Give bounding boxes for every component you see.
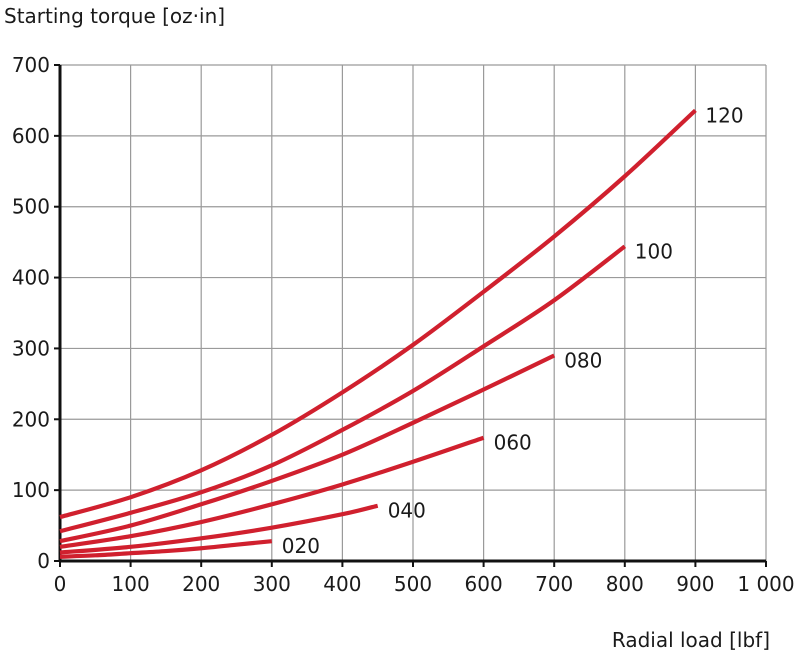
y-tick-label: 600	[12, 124, 50, 148]
y-tick-label: 0	[37, 549, 50, 573]
y-axis-title: Starting torque [oz·in]	[4, 4, 225, 28]
y-tick-label: 400	[12, 266, 50, 290]
series-line-060	[59, 435, 485, 549]
series-label-080: 080	[564, 349, 602, 373]
x-tick-label: 800	[606, 572, 644, 596]
y-tick-label: 300	[12, 336, 50, 360]
x-tick-label: 200	[182, 572, 220, 596]
x-tick-label: 600	[465, 572, 503, 596]
series-label-020: 020	[282, 534, 320, 558]
series-line-120	[59, 108, 697, 520]
x-tick-label: 0	[54, 572, 67, 596]
series-label-040: 040	[388, 499, 426, 523]
x-tick-label: 400	[323, 572, 361, 596]
x-tick-label: 100	[112, 572, 150, 596]
grid	[60, 64, 767, 561]
series-label-100: 100	[635, 239, 673, 263]
y-tick-label: 700	[12, 53, 50, 77]
x-tick-label: 1 000	[737, 572, 794, 596]
y-tick-label: 100	[12, 478, 50, 502]
x-tick-label: 500	[394, 572, 432, 596]
axes	[54, 64, 767, 567]
x-tick-label: 300	[253, 572, 291, 596]
x-tick-label: 900	[676, 572, 714, 596]
x-axis-title: Radial load [lbf]	[612, 628, 770, 652]
y-tick-label: 200	[12, 407, 50, 431]
series-line-100	[59, 244, 627, 534]
series-label-120: 120	[705, 103, 743, 127]
series-lines: 020 040 060 080 100 120	[59, 103, 744, 559]
y-tick-label: 500	[12, 195, 50, 219]
series-line-080	[59, 353, 556, 544]
series-line-040	[59, 503, 379, 555]
series-line-020	[59, 539, 273, 559]
series-label-060: 060	[494, 431, 532, 455]
x-tick-label: 700	[535, 572, 573, 596]
tick-labels: 0 100 200 300 400 500 600 700 800 900 1 000 0 100 200…	[12, 53, 795, 596]
